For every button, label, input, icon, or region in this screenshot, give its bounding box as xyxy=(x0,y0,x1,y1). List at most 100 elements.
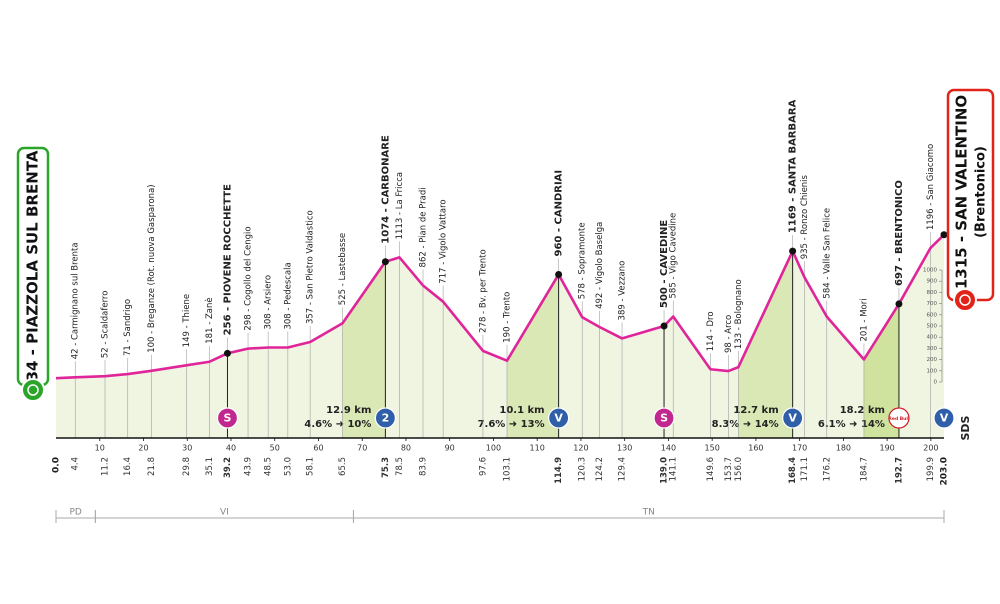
km-label: 114.9 xyxy=(554,457,564,484)
finish-icon xyxy=(953,288,977,312)
climb-gradient: 6.1% ➜ 14% xyxy=(818,419,885,430)
y-tick-label: 100 xyxy=(927,368,938,374)
waypoint-label: 52 - Scaldaferro xyxy=(100,291,110,359)
x-tick-label: 20 xyxy=(138,444,148,453)
badge xyxy=(374,407,396,429)
km-label: 139.0 xyxy=(660,457,670,484)
km-label: 75.3 xyxy=(381,457,391,478)
km-label: 16.4 xyxy=(123,457,133,476)
region-label: TN xyxy=(642,508,655,518)
start-name: 34 - PIAZZOLA SUL BRENTA xyxy=(24,150,42,381)
km-label: 83.9 xyxy=(419,457,429,476)
km-label: 156.0 xyxy=(734,457,744,481)
km-label: 35.1 xyxy=(205,457,215,476)
waypoint-label: 960 - CANDRIAI xyxy=(554,170,565,257)
x-tick-label: 30 xyxy=(182,444,192,453)
summit-dot xyxy=(381,258,389,266)
climb-gradient: 7.6% ➜ 13% xyxy=(478,419,545,430)
badge-text: Red Bull xyxy=(888,416,909,422)
x-tick-label: 60 xyxy=(313,444,323,453)
x-tick-label: 170 xyxy=(792,444,807,453)
x-tick-label: 200 xyxy=(923,444,938,453)
waypoint-label: 1196 - San Giacomo xyxy=(926,144,936,230)
summit-dot xyxy=(789,247,797,255)
km-label: 124.2 xyxy=(595,457,605,481)
waypoint-label: 578 - Sopramonte xyxy=(578,222,588,299)
km-label: 203.0 xyxy=(940,457,950,485)
km-label: 192.7 xyxy=(894,457,904,484)
y-tick-label: 1000 xyxy=(923,268,937,274)
waypoint-label: 357 - San Pietro Valdastico xyxy=(306,210,316,324)
x-tick-label: 140 xyxy=(661,444,676,453)
waypoint-label: 308 - Pedescala xyxy=(283,262,293,329)
km-label: 43.9 xyxy=(244,457,254,476)
y-tick-label: 700 xyxy=(927,301,938,307)
x-tick-label: 110 xyxy=(530,444,545,453)
km-label: 153.7 xyxy=(724,457,734,481)
km-label: 184.7 xyxy=(859,457,869,481)
region-label: PD xyxy=(70,508,82,518)
waypoint-label: 500 - CAVEDINE xyxy=(659,220,670,308)
waypoint-label: 935 - Ronzo Chienis xyxy=(800,174,810,259)
km-label: 78.5 xyxy=(395,457,405,476)
x-tick-label: 50 xyxy=(270,444,280,453)
waypoint-label: 492 - Vigolo Baselga xyxy=(595,222,605,309)
waypoint-label: 133 - Bolognano xyxy=(734,279,744,349)
y-tick-label: 800 xyxy=(927,290,938,296)
start-icon-inner xyxy=(27,384,39,396)
y-tick-label: 600 xyxy=(927,312,938,318)
y-tick-label: 300 xyxy=(927,346,938,352)
waypoint-label: 1074 - CARBONARE xyxy=(380,135,391,244)
x-tick-label: 160 xyxy=(748,444,763,453)
waypoint-label: 298 - Cogollo del Cengio xyxy=(244,226,254,330)
km-label: 48.5 xyxy=(264,457,274,476)
summit-dot xyxy=(223,349,231,357)
summit-dot xyxy=(895,300,903,308)
waypoint-label: 389 - Vezzano xyxy=(618,261,628,321)
y-tick-label: 400 xyxy=(927,335,938,341)
waypoint-label: 862 - Pian de Pradi xyxy=(419,187,429,267)
km-label: 29.8 xyxy=(182,457,192,476)
x-tick-label: 10 xyxy=(95,444,105,453)
region-label: VI xyxy=(220,508,229,518)
waypoint-label: 278 - Bv. per Trento xyxy=(478,249,488,333)
badge xyxy=(548,407,570,429)
y-tick-label: 500 xyxy=(927,324,938,330)
climb-gradient: 8.3% ➜ 14% xyxy=(712,419,779,430)
km-label: 103.1 xyxy=(502,457,512,481)
waypoint-label: 149 - Thiene xyxy=(182,294,192,347)
badge-text: S xyxy=(660,412,668,425)
km-label: 21.8 xyxy=(147,457,157,476)
climb-gradient: 4.6% ➜ 10% xyxy=(304,419,371,430)
waypoint-label: 1169 - SANTA BARBARA xyxy=(788,99,799,233)
km-label: 65.5 xyxy=(338,457,348,476)
waypoint-label: 308 - Arsiero xyxy=(264,275,274,330)
climb-area xyxy=(863,303,899,438)
logo: SDS xyxy=(959,415,972,440)
waypoint-label: 114 - Dro xyxy=(706,311,716,351)
badge-text: V xyxy=(788,412,797,425)
waypoint-label: 585 - Vigo Cavedine xyxy=(669,213,679,299)
x-tick-label: 190 xyxy=(879,444,894,453)
x-tick-label: 70 xyxy=(357,444,367,453)
x-tick-label: 80 xyxy=(401,444,411,453)
badge xyxy=(782,407,804,429)
climb-length: 12.9 km xyxy=(326,405,371,416)
climb-length: 12.7 km xyxy=(733,405,778,416)
badge xyxy=(216,407,239,429)
summit-dot xyxy=(555,270,563,278)
climb-area xyxy=(342,261,386,438)
km-label: 53.0 xyxy=(283,457,293,476)
waypoint-label: 584 - Valle San Felice xyxy=(822,208,832,299)
x-tick-label: 120 xyxy=(573,444,588,453)
y-tick-label: 0 xyxy=(934,380,938,386)
climb-length: 10.1 km xyxy=(499,405,544,416)
climb-area xyxy=(738,251,793,438)
badge xyxy=(653,407,675,429)
finish-name: 1315 - SAN VALENTINO xyxy=(953,95,971,289)
km-label: 171.1 xyxy=(800,457,810,481)
profile-area xyxy=(56,234,944,438)
badge xyxy=(888,407,910,429)
finish-icon-inner xyxy=(959,294,971,306)
